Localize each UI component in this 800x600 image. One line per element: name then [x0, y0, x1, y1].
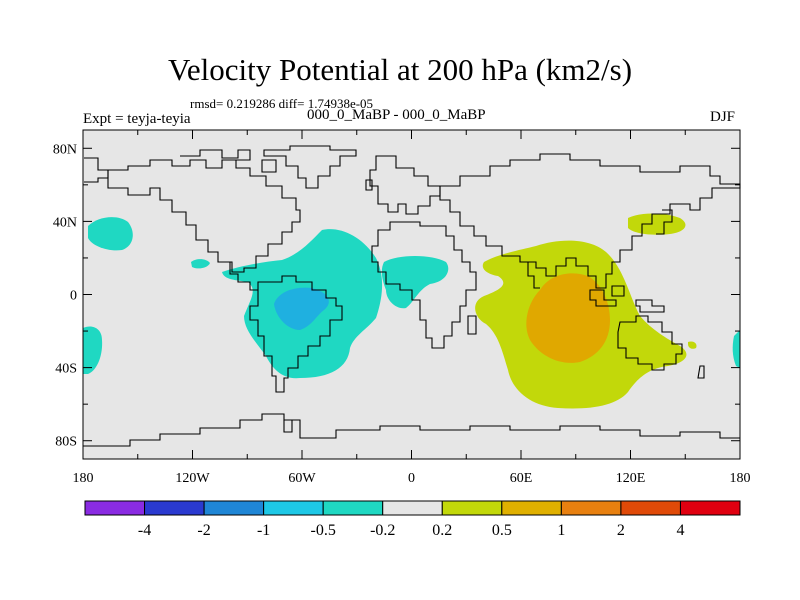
season-label: DJF: [710, 109, 736, 125]
coastline-indonesia: [589, 289, 617, 307]
colorbar-segment: [322, 500, 384, 516]
colorbar-segment: [263, 500, 324, 516]
coastline-borneo: [611, 285, 625, 297]
colorbar-label: 0.2: [432, 522, 452, 539]
lat-tick-label: 40S: [55, 362, 77, 377]
runs-label: 000_0_MaBP - 000_0_MaBP: [307, 107, 486, 123]
negative-area-east-pacific: [191, 259, 210, 269]
coastline-new-guinea: [635, 299, 665, 313]
colorbar-label: 4: [676, 522, 684, 539]
axis-ticks: [82, 130, 741, 459]
coastline-south-america: [249, 275, 343, 393]
colorbar-label: -0.5: [311, 522, 336, 539]
coastline-new-zealand: [697, 365, 705, 379]
axis-labels: 80N 40N 0 40S 80S 180 120W 60W 0 60E 120E 180: [53, 142, 751, 486]
colorbar-segment: [560, 500, 622, 516]
coastline-baffin: [261, 159, 277, 173]
lat-tick-label: 40N: [53, 215, 77, 230]
positive-area-coral-sea: [688, 341, 697, 349]
colorbar-label: 1: [557, 522, 565, 539]
experiment-label: Expt = teyja-teyia: [83, 111, 191, 127]
map-title: Velocity Potential at 200 hPa (km2/s): [167, 52, 633, 87]
coastline-arctic-islands: [180, 149, 251, 161]
coastline-australia: [617, 315, 683, 371]
colorbar-segment: [620, 500, 681, 516]
colorbar-label: -1: [257, 522, 270, 539]
coastline-alaska: [84, 157, 109, 183]
lon-tick-label: 60W: [288, 471, 316, 486]
colorbar-label: 2: [617, 522, 625, 539]
colorbar: [84, 500, 741, 516]
negative-area-north-pacific: [88, 217, 133, 251]
colorbar-segment: [679, 500, 741, 516]
negative-area-west-pacific-edge: [732, 330, 740, 368]
negative-core-amazon: [274, 287, 329, 330]
colorbar-segment: [441, 500, 503, 516]
coastline-madagascar: [467, 315, 477, 335]
lon-tick-label: 180: [73, 471, 94, 486]
negative-area-north-africa: [381, 256, 449, 309]
coastline-india: [520, 261, 540, 289]
coastlines: [83, 145, 741, 447]
stats-label: rmsd= 0.219286 diff= 1.74938e-05: [190, 96, 374, 111]
coastline-antarctica: [83, 413, 740, 447]
lon-tick-label: 60E: [510, 471, 533, 486]
coastline-japan: [656, 209, 673, 235]
coastline-africa: [371, 221, 477, 349]
coastline-north-america: [107, 159, 301, 273]
lon-tick-label: 180: [730, 471, 751, 486]
negative-area-southeast-pacific: [83, 326, 103, 374]
colorbar-segment: [84, 500, 146, 516]
coastline-antarctic-peninsula: [283, 420, 293, 433]
lon-tick-label: 120E: [616, 471, 646, 486]
coastline-europe: [369, 155, 441, 215]
colorbar-label: -4: [138, 522, 151, 539]
colorbar-segment: [382, 500, 443, 516]
colorbar-label: 0.5: [492, 522, 512, 539]
coastline-british-isles: [365, 179, 373, 191]
coastline-central-america: [229, 262, 258, 291]
lon-tick-label: 120W: [175, 471, 210, 486]
colorbar-segment: [501, 500, 562, 516]
coastline-asia: [439, 153, 741, 289]
anomaly-fields: [83, 213, 740, 409]
colorbar-label: -0.2: [370, 522, 395, 539]
colorbar-label: -2: [197, 522, 210, 539]
colorbar-segment: [144, 500, 205, 516]
positive-core-indian-ocean: [526, 273, 610, 363]
coastline-greenland: [263, 145, 357, 189]
lat-tick-label: 80S: [55, 435, 77, 450]
colorbar-segment: [203, 500, 265, 516]
lat-tick-label: 0: [70, 289, 77, 304]
lat-tick-label: 80N: [53, 142, 77, 157]
lon-tick-label: 0: [408, 471, 415, 486]
colorbar-labels: -4 -2 -1 -0.5 -0.2 0.2 0.5 1 2 4: [138, 522, 685, 539]
